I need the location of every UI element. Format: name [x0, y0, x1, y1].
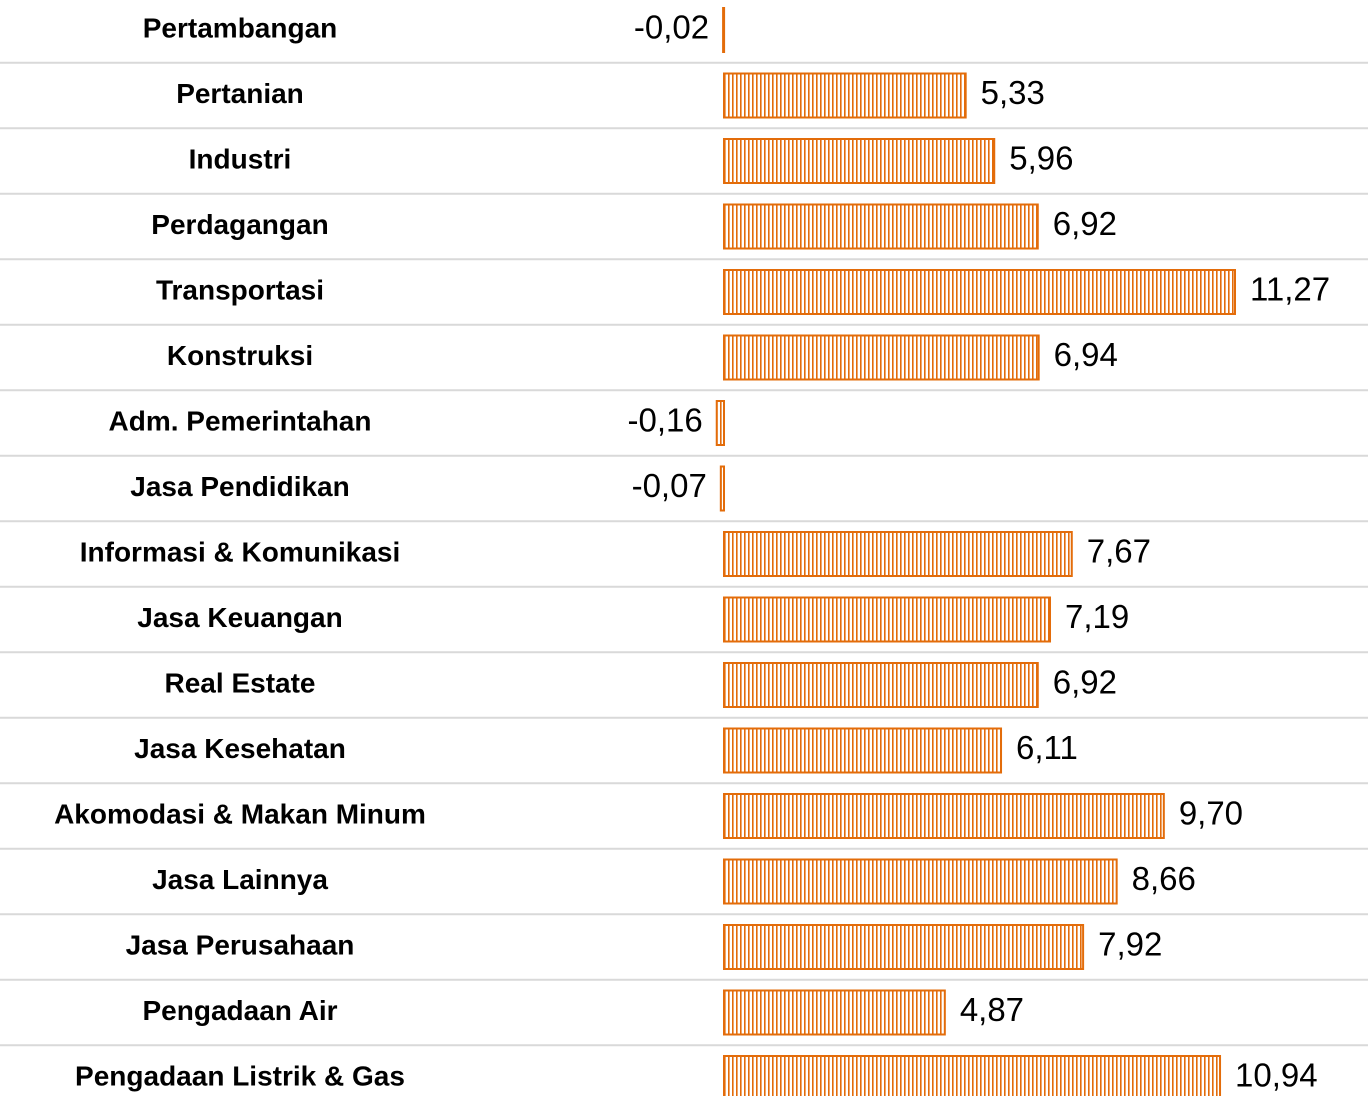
bar — [722, 7, 726, 53]
bar — [723, 858, 1118, 905]
category-label: Konstruksi — [167, 340, 313, 371]
bar — [719, 465, 726, 512]
category-label: Perdagangan — [151, 209, 328, 240]
bar — [723, 1055, 1222, 1096]
category-label: Jasa Perusahaan — [126, 929, 355, 960]
value-label: 11,27 — [1250, 271, 1330, 308]
category-label: Pertanian — [176, 78, 304, 109]
bar — [723, 924, 1085, 970]
category-label: Pengadaan Listrik & Gas — [75, 1060, 405, 1091]
bar — [723, 334, 1040, 381]
bar — [723, 662, 1039, 708]
value-label: 8,66 — [1132, 860, 1196, 897]
bar — [723, 596, 1052, 643]
category-label: Pengadaan Air — [142, 995, 337, 1026]
bar — [723, 138, 996, 184]
value-label: -0,02 — [634, 9, 709, 46]
value-label: 6,92 — [1053, 664, 1117, 701]
category-label: Jasa Kesehatan — [134, 733, 346, 764]
value-label: 5,33 — [981, 74, 1045, 111]
bar — [723, 727, 1003, 774]
category-label: Informasi & Komunikasi — [80, 536, 401, 567]
value-label: 4,87 — [960, 991, 1024, 1028]
category-label: Transportasi — [156, 274, 324, 305]
category-label: Real Estate — [165, 667, 316, 698]
bar — [723, 793, 1165, 839]
bar — [723, 72, 967, 119]
value-label: 9,70 — [1179, 795, 1243, 832]
bar — [723, 531, 1073, 577]
value-label: 6,94 — [1054, 336, 1118, 373]
value-label: 7,92 — [1098, 926, 1162, 963]
value-label: 7,19 — [1065, 598, 1129, 635]
value-label: 5,96 — [1009, 140, 1073, 177]
category-label: Akomodasi & Makan Minum — [54, 798, 426, 829]
category-label: Adm. Pemerintahan — [109, 405, 372, 436]
category-label: Jasa Lainnya — [152, 864, 328, 895]
bar — [723, 269, 1236, 315]
bar — [723, 989, 946, 1036]
category-label: Industri — [189, 143, 292, 174]
value-label: 6,11 — [1016, 729, 1078, 766]
value-label: -0,16 — [628, 402, 703, 439]
bar — [723, 203, 1039, 250]
value-label: 7,67 — [1087, 533, 1151, 570]
category-label: Pertambangan — [143, 12, 338, 43]
value-label: 10,94 — [1235, 1057, 1318, 1094]
category-label: Jasa Pendidikan — [130, 471, 349, 502]
category-label: Jasa Keuangan — [137, 602, 342, 633]
bar — [715, 400, 726, 446]
value-label: 6,92 — [1053, 205, 1117, 242]
value-label: -0,07 — [632, 467, 707, 504]
